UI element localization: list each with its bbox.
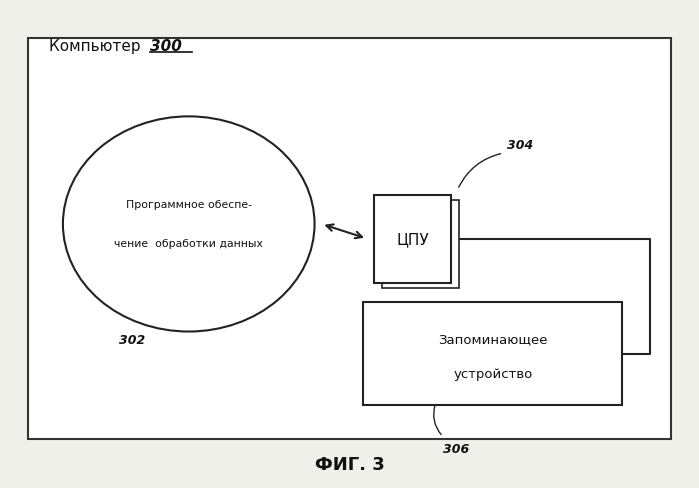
FancyBboxPatch shape: [374, 195, 451, 283]
Ellipse shape: [63, 117, 315, 332]
Text: Компьютер: Компьютер: [49, 39, 145, 54]
Text: ЦПУ: ЦПУ: [396, 232, 428, 246]
Text: 300: 300: [150, 39, 182, 54]
FancyBboxPatch shape: [28, 39, 671, 439]
Text: чение  обработки данных: чение обработки данных: [115, 239, 263, 249]
Text: ФИГ. 3: ФИГ. 3: [315, 455, 384, 473]
Text: Запоминающее: Запоминающее: [438, 333, 547, 346]
Text: 302: 302: [119, 333, 145, 346]
Text: устройство: устройство: [453, 367, 533, 380]
FancyBboxPatch shape: [363, 303, 622, 405]
FancyBboxPatch shape: [382, 201, 459, 289]
Text: 306: 306: [443, 442, 469, 455]
Text: Программное обеспе-: Программное обеспе-: [126, 200, 252, 210]
Text: 304: 304: [507, 138, 533, 151]
